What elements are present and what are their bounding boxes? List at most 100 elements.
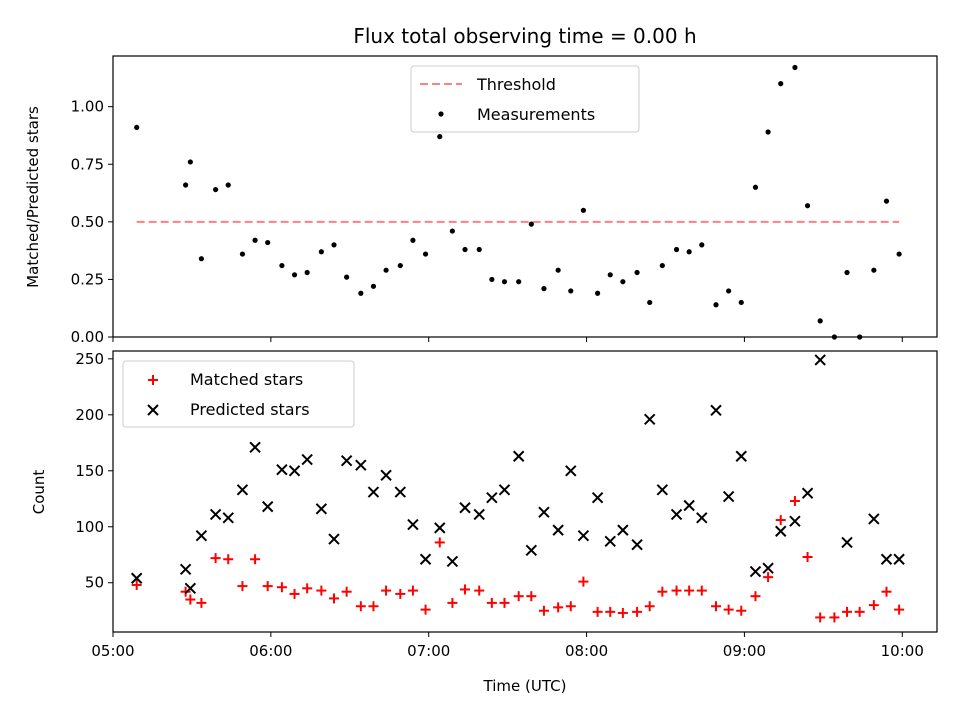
measurement-point: [647, 299, 653, 306]
top-y-ticks: 0.00 0.25 0.50 0.75 1.00: [71, 98, 113, 346]
top-y-axis-label: Matched/Predicted stars: [24, 106, 42, 288]
top-plot: 0.00 0.25 0.50 0.75 1.00 Matched/Predicted s…: [24, 55, 938, 346]
matched-point: [553, 602, 564, 613]
top-legend-box: [410, 65, 640, 133]
measurement-point: [804, 203, 811, 209]
matched-point: [368, 601, 379, 612]
measurement-point: [187, 159, 193, 165]
bottom-y-axis-label: Count: [30, 470, 48, 515]
matched-point: [578, 576, 589, 587]
measurement-point: [383, 267, 389, 273]
measurement-point: [738, 299, 744, 306]
matched-point: [355, 601, 366, 612]
matched-point: [210, 553, 221, 564]
bottom-x-tick-label: 06:00: [249, 642, 292, 660]
matched-point: [185, 594, 196, 605]
matched-point: [499, 597, 510, 608]
matched-point: [302, 583, 313, 594]
matched-point: [407, 585, 418, 596]
measurement-point: [252, 237, 258, 243]
matched-point: [802, 551, 813, 562]
measurement-point: [896, 251, 902, 257]
predicted-point: [419, 553, 432, 565]
predicted-point: [552, 524, 564, 536]
legend-threshold-label: Threshold: [476, 75, 556, 94]
matched-point: [474, 585, 485, 596]
predicted-point: [179, 563, 192, 576]
matched-point: [196, 597, 207, 608]
predicted-point: [249, 441, 261, 453]
predicted-point: [591, 491, 604, 504]
measurement-point: [358, 290, 364, 296]
measurement-point: [726, 288, 732, 294]
predicted-point: [407, 518, 419, 531]
bottom-x-tick-label: 08:00: [565, 642, 608, 660]
matched-point: [736, 605, 747, 616]
measurement-point: [817, 318, 823, 324]
measurement-point: [555, 267, 561, 273]
measurement-point: [476, 246, 482, 253]
measurement-point: [437, 134, 443, 140]
predicted-point: [288, 465, 301, 477]
matched-point: [894, 604, 905, 615]
matched-point: [289, 588, 300, 599]
predicted-point: [459, 502, 471, 514]
bottom-y-tick-label: 100: [75, 518, 104, 536]
matched-point: [671, 585, 682, 596]
predicted-point: [789, 515, 801, 527]
matched-point: [223, 554, 234, 565]
matched-point: [316, 585, 327, 596]
measurement-point: [291, 272, 298, 278]
predicted-point: [367, 486, 380, 498]
legend-matched-swatch: [148, 375, 158, 385]
predicted-point: [446, 555, 459, 568]
legend-predicted-marker: [147, 404, 159, 416]
legend-matched-label: Matched stars: [190, 370, 303, 389]
measurement-point: [883, 198, 890, 204]
measurement-point: [462, 246, 468, 253]
measurement-point: [318, 249, 324, 255]
matched-point: [237, 581, 248, 592]
predicted-point: [473, 508, 485, 521]
bottom-y-tick-label: 150: [75, 462, 104, 480]
predicted-point: [195, 530, 208, 542]
predicted-point: [261, 500, 274, 513]
measurement-point: [686, 249, 692, 255]
matched-point: [341, 586, 352, 597]
matched-point: [789, 496, 800, 507]
measurement-point: [213, 186, 219, 193]
predicted-point: [525, 544, 538, 556]
measurement-point: [410, 237, 416, 243]
measurement-point: [765, 129, 771, 135]
predicted-point: [722, 490, 735, 503]
predicted-point: [276, 463, 288, 476]
measurement-point: [198, 256, 204, 262]
measurement-point: [620, 279, 626, 285]
measurement-point: [304, 269, 310, 276]
predicted-point: [631, 538, 643, 551]
predicted-point: [394, 486, 407, 498]
matched-point: [605, 606, 616, 617]
predicted-point: [683, 499, 695, 512]
legend-measurements-swatch: [438, 111, 444, 117]
matched-point: [434, 537, 445, 548]
measurement-point: [183, 182, 189, 188]
predicted-point: [617, 524, 629, 536]
predicted-point: [735, 450, 747, 462]
measurement-point: [134, 124, 140, 131]
measurement-point: [699, 242, 705, 248]
matched-point: [420, 604, 431, 615]
predicted-point: [801, 487, 814, 499]
predicted-point: [380, 469, 392, 481]
matched-point: [868, 600, 879, 611]
matched-point: [711, 601, 722, 612]
bottom-legend: Matched stars Predicted stars: [122, 360, 355, 428]
measurement-point: [239, 251, 246, 257]
predicted-point: [340, 455, 353, 467]
measurement-point: [489, 276, 495, 283]
measurement-point: [422, 251, 429, 257]
matched-point: [617, 607, 628, 618]
measurement-point: [659, 262, 665, 269]
measurement-point: [449, 228, 455, 234]
